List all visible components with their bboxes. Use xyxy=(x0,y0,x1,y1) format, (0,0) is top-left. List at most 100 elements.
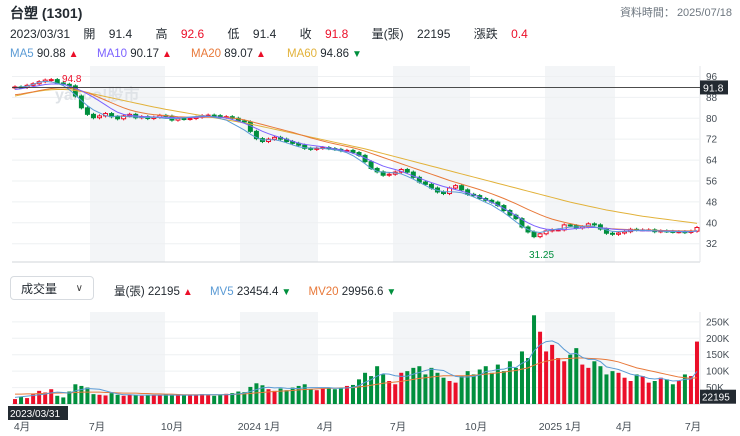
quote-low: 低 91.4 xyxy=(227,27,277,41)
volume-bar xyxy=(338,388,343,404)
price-tick-label: 32 xyxy=(706,239,718,250)
x-tick-label: 7月 xyxy=(685,421,701,433)
x-tick-label: 4月 xyxy=(317,421,333,433)
ma60-line xyxy=(14,89,698,224)
volume-bar xyxy=(652,381,657,404)
date-tag-bg xyxy=(8,406,68,420)
volume-bar xyxy=(85,387,90,404)
quote-high: 高 92.6 xyxy=(155,27,205,41)
volume-bar xyxy=(387,381,392,404)
price-tick-label: 40 xyxy=(706,218,718,229)
volume-bar xyxy=(182,395,186,404)
volume-bar xyxy=(73,384,78,404)
volume-bar xyxy=(19,396,24,404)
volume-bar xyxy=(151,395,156,404)
volume-bar xyxy=(658,377,663,404)
volume-bar xyxy=(501,371,506,404)
volume-bar xyxy=(465,371,470,404)
candle-body xyxy=(537,233,543,238)
volume-bar xyxy=(574,348,579,404)
ma60-legend: MA60 94.86 ▼ xyxy=(287,48,362,60)
volume-bar xyxy=(350,384,355,404)
volume-bar xyxy=(344,385,349,404)
candle-body xyxy=(616,232,622,235)
candle-body xyxy=(48,79,54,82)
volume-bar xyxy=(326,387,331,404)
candle-body xyxy=(181,118,187,121)
mv20-legend: MV20 29956.6 ▼ xyxy=(308,286,397,298)
data-time-value: 2025/07/18 xyxy=(676,7,732,19)
volume-bar xyxy=(91,394,96,404)
volume-bar xyxy=(399,372,404,404)
candle-body xyxy=(211,114,217,117)
volume-bar xyxy=(483,366,488,404)
last-price-tag: 91.8 xyxy=(703,82,724,94)
x-tick-label: 10月 xyxy=(161,421,183,433)
volume-bar xyxy=(296,385,301,404)
candle-body xyxy=(272,136,278,140)
volume-bar xyxy=(441,377,446,404)
volume-bar xyxy=(25,398,30,404)
volume-bar xyxy=(332,389,337,404)
candle-body xyxy=(567,224,573,227)
volume-band xyxy=(90,312,165,404)
volume-bar xyxy=(320,388,325,404)
candle-body xyxy=(603,228,609,234)
volume-bar xyxy=(169,395,174,404)
volume-bar xyxy=(49,389,54,404)
volume-bar xyxy=(495,364,500,404)
price-tick-label: 80 xyxy=(706,114,718,125)
volume-bar xyxy=(284,390,289,404)
volume-bar xyxy=(79,385,84,404)
volume-bar xyxy=(357,379,362,404)
volume-bar xyxy=(646,382,651,404)
volume-bar xyxy=(61,397,66,404)
volume-bar xyxy=(218,394,223,404)
volume-bar xyxy=(139,395,144,404)
candle-body xyxy=(241,120,247,123)
ma10-legend: MA10 90.17 ▲ xyxy=(97,48,172,60)
volume-bar xyxy=(230,393,235,404)
volume-bar xyxy=(206,395,211,404)
volume-bar xyxy=(363,372,368,404)
volume-bar xyxy=(194,394,199,404)
vol-legend: 量(張) 22195 ▲ xyxy=(114,286,193,298)
volume-bar xyxy=(550,344,555,404)
stock-title: 台塑 (1301) xyxy=(10,5,83,21)
candle-body xyxy=(386,173,392,176)
volume-bar xyxy=(13,399,18,404)
candle-body xyxy=(591,223,597,226)
candle-body xyxy=(253,130,259,140)
min-price-label: 31.25 xyxy=(529,250,554,261)
volume-bar xyxy=(447,381,452,404)
volume-bar xyxy=(628,381,633,404)
last-price-tag-bg xyxy=(700,80,728,95)
volume-bar xyxy=(200,394,205,404)
ma5-legend: MA5 90.88 ▲ xyxy=(10,48,79,60)
volume-bar xyxy=(375,366,380,404)
volume-bar xyxy=(556,358,561,404)
volume-bar xyxy=(429,367,434,404)
volume-tick-label: 100K xyxy=(706,367,730,378)
candle-body xyxy=(121,115,127,120)
quote-date: 2023/03/31 xyxy=(10,27,71,41)
mv5-legend: MV5 23454.4 ▼ xyxy=(209,286,292,298)
volume-bar xyxy=(688,376,693,404)
volume-bar xyxy=(369,376,374,404)
candle-body xyxy=(453,185,459,189)
volume-bar xyxy=(616,372,621,404)
candle-body xyxy=(459,185,465,191)
candle-body xyxy=(597,224,603,230)
volume-bar xyxy=(308,389,313,404)
volume-bar xyxy=(224,393,229,404)
candle-body xyxy=(404,168,410,173)
volume-bar xyxy=(103,395,108,404)
x-tick-label: 2024 1月 xyxy=(238,421,281,433)
volume-bar xyxy=(459,376,464,404)
price-tick-label: 56 xyxy=(706,176,718,187)
volume-tick-label: 50K xyxy=(706,383,724,394)
volume-bar xyxy=(471,374,476,404)
indicator-dropdown[interactable]: 成交量 ∨ xyxy=(10,276,94,300)
volume-bar xyxy=(163,394,168,404)
